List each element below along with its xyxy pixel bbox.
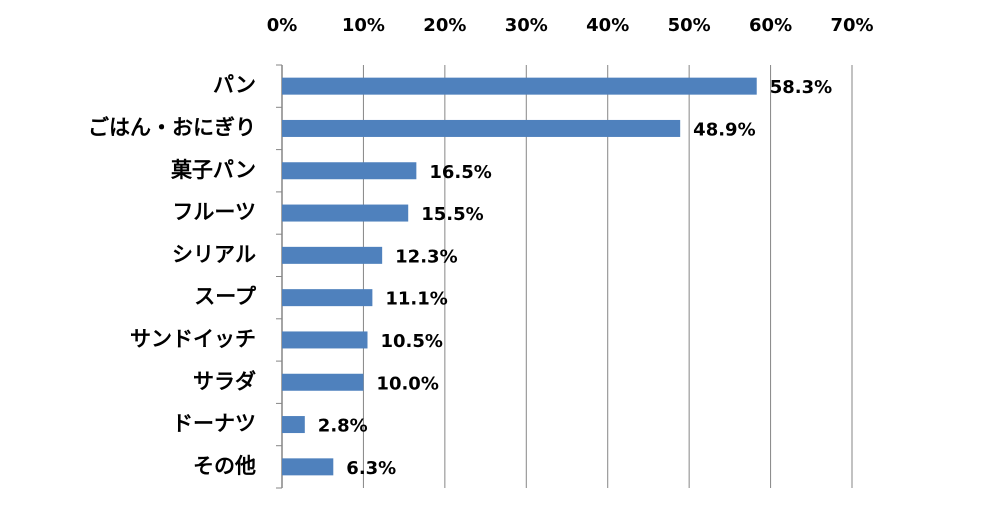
- x-tick-label: 0%: [267, 15, 298, 36]
- value-label: 48.9%: [693, 119, 755, 140]
- value-label: 12.3%: [395, 246, 457, 267]
- value-label: 10.5%: [381, 331, 443, 352]
- y-tick-label: フルーツ: [172, 200, 256, 224]
- value-label: 15.5%: [421, 204, 483, 225]
- y-tick-label: ごはん・おにぎり: [88, 115, 256, 139]
- x-tick-label: 10%: [342, 15, 385, 36]
- bar: [282, 162, 417, 180]
- bar: [282, 246, 383, 264]
- value-label: 16.5%: [429, 162, 491, 183]
- x-tick-label: 30%: [505, 15, 548, 36]
- value-label: 6.3%: [346, 458, 396, 479]
- y-tick-label: サンドイッチ: [130, 327, 256, 351]
- bar: [282, 289, 373, 307]
- x-tick-label: 60%: [749, 15, 792, 36]
- y-tick-label: パン: [213, 73, 256, 97]
- value-label: 11.1%: [385, 289, 447, 310]
- x-tick-label: 40%: [586, 15, 629, 36]
- y-tick-label: 菓子パン: [170, 158, 256, 182]
- y-tick-label: その他: [193, 454, 256, 478]
- value-label: 10.0%: [376, 373, 438, 394]
- y-tick-label: ドーナツ: [172, 412, 256, 436]
- bar: [282, 77, 757, 95]
- x-tick-label: 50%: [668, 15, 711, 36]
- y-tick-label: スープ: [194, 285, 257, 309]
- bar: [282, 331, 368, 349]
- bar: [282, 458, 334, 476]
- bar: [282, 416, 305, 434]
- bar: [282, 119, 681, 137]
- value-label: 2.8%: [318, 416, 368, 437]
- bar: [282, 373, 364, 391]
- value-label: 58.3%: [770, 77, 832, 98]
- y-tick-label: シリアル: [172, 242, 256, 266]
- bar: [282, 204, 409, 222]
- x-tick-label: 70%: [830, 15, 873, 36]
- x-tick-label: 20%: [423, 15, 466, 36]
- y-tick-label: サラダ: [193, 369, 256, 393]
